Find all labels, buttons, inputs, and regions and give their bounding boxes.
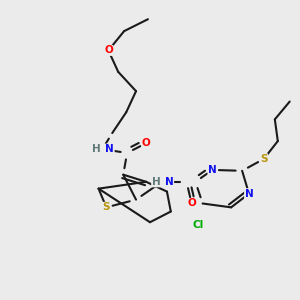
Text: N: N [208,165,217,175]
Text: H: H [152,177,161,187]
Text: S: S [260,154,268,164]
Text: H: H [92,144,101,154]
Text: S: S [103,202,110,212]
Text: O: O [187,199,196,208]
Text: O: O [104,45,113,56]
Text: N: N [165,177,174,187]
Text: O: O [142,138,151,148]
Text: N: N [244,189,253,199]
Text: N: N [105,144,114,154]
Text: Cl: Cl [193,220,204,230]
